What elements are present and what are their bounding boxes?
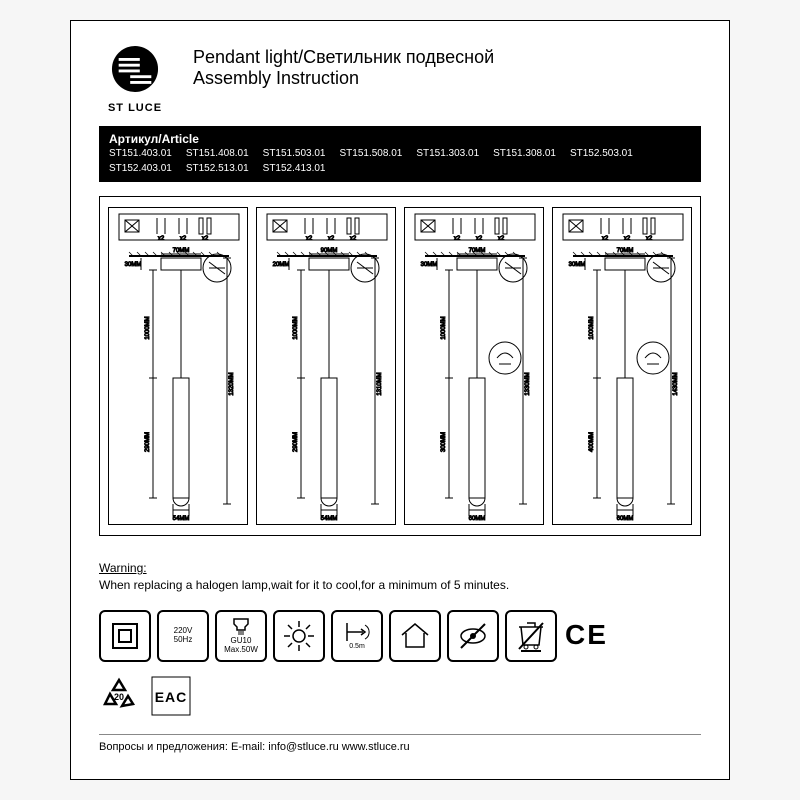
article-code: ST151.508.01 — [339, 148, 402, 159]
article-code: ST151.303.01 — [416, 148, 479, 159]
title-line-1: Pendant light/Светильник подвесной — [193, 47, 701, 68]
indoor-icon — [389, 610, 441, 662]
article-code: ST152.413.01 — [263, 163, 326, 174]
instruction-sheet: ST LUCE Pendant light/Светильник подвесн… — [70, 20, 730, 780]
voltage-hz: 50Hz — [174, 636, 193, 645]
warning-text: When replacing a halogen lamp,wait for i… — [99, 578, 509, 592]
svg-text:90MM: 90MM — [321, 248, 338, 254]
article-code: ST152.513.01 — [186, 163, 249, 174]
diagram-panel: x2 x2 x2 70MM 30MM — [108, 207, 248, 525]
svg-text:x2: x2 — [158, 236, 165, 242]
svg-text:54MM: 54MM — [321, 516, 338, 522]
article-code: ST151.503.01 — [263, 148, 326, 159]
svg-text:x2: x2 — [180, 236, 187, 242]
diagram-panel: x2 x2 x2 70MM 30MM — [552, 207, 692, 525]
svg-text:x2: x2 — [624, 236, 631, 242]
ce-icon: CE — [563, 610, 610, 662]
brand-logo-icon — [111, 45, 159, 93]
svg-text:70MM: 70MM — [617, 248, 634, 254]
article-codes: ST151.403.01 ST151.408.01 ST151.503.01 ST15… — [109, 148, 691, 174]
article-code: ST152.403.01 — [109, 163, 172, 174]
class2-icon — [99, 610, 151, 662]
svg-text:290MM: 290MM — [293, 432, 299, 452]
svg-text:60MM: 60MM — [469, 516, 486, 522]
svg-text:1000MM: 1000MM — [293, 316, 299, 339]
diagram-panel: x2 x2 x2 70MM 30MM — [404, 207, 544, 525]
svg-text:x2: x2 — [328, 236, 335, 242]
svg-text:20MM: 20MM — [273, 262, 290, 268]
distance-icon: 0.5m — [331, 610, 383, 662]
brand-name: ST LUCE — [99, 102, 171, 114]
svg-text:x2: x2 — [602, 236, 609, 242]
svg-text:60MM: 60MM — [617, 516, 634, 522]
distance-val: 0.5m — [349, 643, 365, 651]
bulb-watt: Max.50W — [224, 646, 258, 655]
svg-text:x2: x2 — [498, 236, 505, 242]
svg-text:x2: x2 — [350, 236, 357, 242]
sun-icon — [273, 610, 325, 662]
svg-text:30MM: 30MM — [569, 262, 586, 268]
svg-text:1430MM: 1430MM — [673, 372, 679, 395]
recycle-icon: 20 — [99, 676, 139, 716]
svg-text:400MM: 400MM — [589, 432, 595, 452]
header: ST LUCE Pendant light/Светильник подвесн… — [99, 45, 701, 114]
svg-text:70MM: 70MM — [469, 248, 486, 254]
svg-text:x2: x2 — [202, 236, 209, 242]
warning-label: Warning: — [99, 560, 701, 577]
svg-text:x2: x2 — [454, 236, 461, 242]
svg-text:1000MM: 1000MM — [441, 316, 447, 339]
article-code: ST152.503.01 — [570, 148, 633, 159]
article-code: ST151.403.01 — [109, 148, 172, 159]
cert-row: 20 EAC — [99, 676, 701, 716]
svg-text:1310MM: 1310MM — [377, 372, 383, 395]
title-line-2: Assembly Instruction — [193, 68, 701, 89]
svg-text:30MM: 30MM — [125, 262, 142, 268]
svg-text:1000MM: 1000MM — [145, 316, 151, 339]
svg-text:54MM: 54MM — [173, 516, 190, 522]
eac-icon: EAC — [151, 676, 191, 716]
svg-text:290MM: 290MM — [145, 432, 151, 452]
spec-icon-row: 220V 50Hz GU10 Max.50W 0.5m CE — [99, 610, 701, 662]
eye-protect-icon — [447, 610, 499, 662]
footer: Вопросы и предложения: E-mail: info@stlu… — [99, 734, 701, 753]
svg-text:x2: x2 — [646, 236, 653, 242]
article-bar: Артикул/Article ST151.403.01 ST151.408.01… — [99, 126, 701, 182]
logo-block: ST LUCE — [99, 45, 171, 114]
eac-text: EAC — [155, 689, 188, 705]
diagram-panels: x2 x2 x2 70MM 30MM — [99, 196, 701, 536]
svg-text:x2: x2 — [306, 236, 313, 242]
recycle-num: 20 — [114, 692, 124, 702]
warning-block: Warning: When replacing a halogen lamp,w… — [99, 560, 701, 594]
article-code: ST151.408.01 — [186, 148, 249, 159]
article-code: ST151.308.01 — [493, 148, 556, 159]
svg-text:30MM: 30MM — [421, 262, 438, 268]
svg-text:1330MM: 1330MM — [525, 372, 531, 395]
voltage-icon: 220V 50Hz — [157, 610, 209, 662]
svg-text:x2: x2 — [476, 236, 483, 242]
svg-text:70MM: 70MM — [173, 248, 190, 254]
titles: Pendant light/Светильник подвесной Assem… — [193, 45, 701, 89]
svg-text:300MM: 300MM — [441, 432, 447, 452]
diagram-panel: x2 x2 x2 90MM 20MM — [256, 207, 396, 525]
weee-icon — [505, 610, 557, 662]
bulb-icon: GU10 Max.50W — [215, 610, 267, 662]
article-label: Артикул/Article — [109, 132, 691, 146]
svg-text:1000MM: 1000MM — [589, 316, 595, 339]
svg-text:1320MM: 1320MM — [229, 372, 235, 395]
